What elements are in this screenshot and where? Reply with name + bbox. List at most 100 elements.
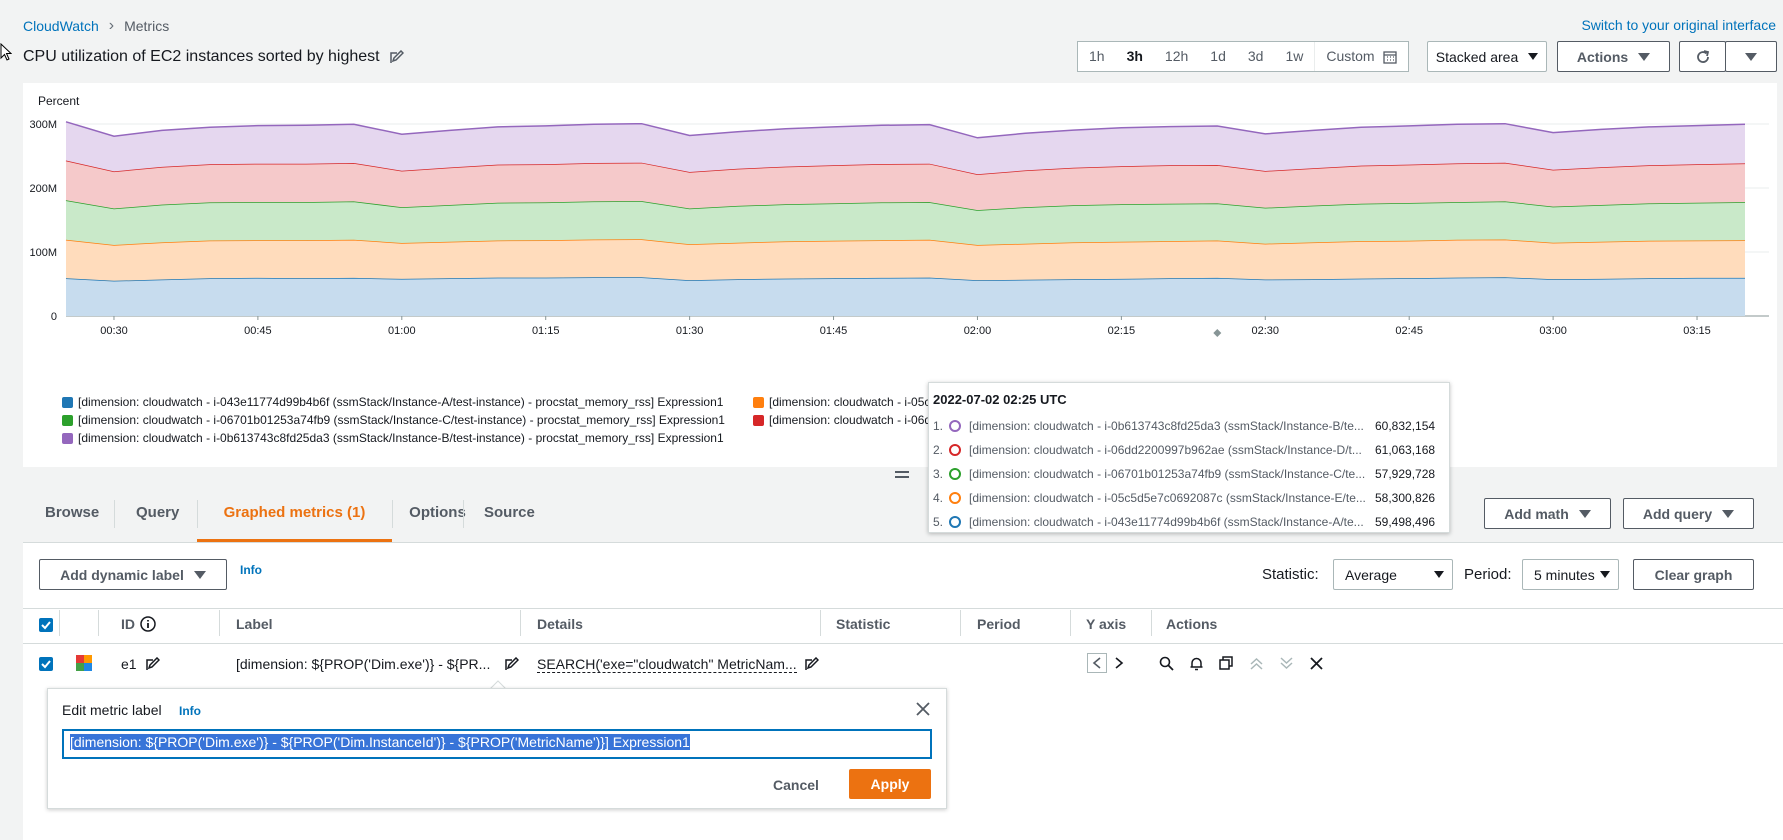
row-checkbox[interactable] [39, 657, 53, 671]
tab-query[interactable]: Query [136, 504, 180, 521]
tooltip-row-label: [dimension: cloudwatch - i-06dd2200997b9… [969, 443, 1362, 457]
caret-down-icon [1638, 52, 1651, 61]
row-details[interactable]: SEARCH('exe="cloudwatch" MetricNam... [537, 656, 797, 673]
time-custom[interactable]: Custom [1314, 42, 1407, 71]
column-separator [520, 610, 521, 636]
period-label: Period: [1464, 566, 1512, 583]
legend-item[interactable]: [dimension: cloudwatch - i-0b613743c8fd2… [62, 431, 724, 445]
move-down-icon[interactable] [1278, 655, 1294, 671]
legend-item[interactable]: [dimension: cloudwatch - i-043e11774d99b… [62, 395, 723, 409]
breadcrumb: CloudWatch › Metrics [23, 17, 169, 35]
x-tick-label: 01:30 [676, 325, 704, 337]
col-header-id: ID [121, 616, 156, 632]
y-axis-left-button[interactable] [1087, 653, 1107, 673]
remove-icon[interactable] [1308, 655, 1324, 671]
legend-swatch [62, 396, 73, 408]
view-type-select[interactable]: Stacked area [1427, 41, 1547, 72]
actions-button[interactable]: Actions [1557, 41, 1670, 72]
row-id[interactable]: e1 [121, 656, 137, 672]
chart-panel: Percent 0 100M 200M 300M 00:30 00:45 01:00 01:15… [23, 83, 1777, 467]
refresh-options-button[interactable] [1725, 41, 1777, 72]
y-tick-label: 0 [51, 311, 57, 323]
info-circle-icon[interactable] [140, 616, 156, 632]
cancel-button[interactable]: Cancel [773, 777, 819, 793]
apply-button[interactable]: Apply [849, 769, 931, 799]
tooltip-row-num: 2. [933, 443, 944, 457]
check-icon [41, 660, 51, 669]
statistic-select[interactable]: Average [1333, 559, 1453, 590]
tooltip-row: 5. [dimension: cloudwatch - i-043e11774d9… [933, 515, 1435, 529]
switch-interface-link[interactable]: Switch to your original interface [1581, 17, 1776, 33]
line-series-5 [65, 121, 1746, 139]
edit-icon[interactable] [389, 50, 404, 64]
move-up-icon[interactable] [1248, 655, 1264, 671]
col-header-actions: Actions [1166, 616, 1218, 632]
circle-icon [949, 468, 961, 480]
statistic-label: Statistic: [1262, 566, 1319, 583]
time-3d[interactable]: 3d [1247, 48, 1264, 64]
add-dynamic-label-button[interactable]: Add dynamic label [39, 559, 227, 590]
x-tick-label: 00:45 [244, 325, 272, 337]
tab-divider [197, 500, 198, 528]
edit-icon[interactable] [505, 657, 519, 671]
column-separator [59, 610, 60, 636]
x-tick-label: 01:00 [388, 325, 416, 337]
tooltip-row-num: 1. [933, 419, 944, 433]
table-divider [23, 643, 1783, 644]
time-1d[interactable]: 1d [1210, 48, 1226, 64]
caret-down-icon [193, 570, 206, 579]
legend-item[interactable]: [dimension: cloudwatch - i-06701b01253a7… [62, 413, 725, 427]
add-math-button[interactable]: Add math [1484, 498, 1611, 529]
popover-info-link[interactable]: Info [179, 704, 201, 718]
edit-icon[interactable] [146, 657, 160, 671]
x-tick-label: 02:15 [1108, 325, 1136, 337]
calendar-icon [1382, 50, 1397, 64]
tooltip-row: 3. [dimension: cloudwatch - i-06701b01253… [933, 467, 1435, 481]
time-1h[interactable]: 1h [1089, 48, 1105, 64]
period-select[interactable]: 5 minutes [1522, 559, 1619, 590]
area-series-4 [66, 160, 1745, 211]
y-axis-right-button[interactable] [1111, 655, 1127, 671]
row-label[interactable]: [dimension: ${PROP('Dim.exe')} - ${PR... [236, 656, 491, 672]
column-separator [1151, 610, 1152, 636]
chart-tooltip: 2022-07-02 02:25 UTC 1. [dimension: cloud… [928, 382, 1450, 533]
line-series-4 [65, 159, 1746, 175]
time-3h[interactable]: 3h [1126, 48, 1143, 64]
col-header-details: Details [537, 616, 583, 632]
x-tick-label: 01:45 [820, 325, 848, 337]
table-divider [23, 608, 1783, 609]
statistic-value: Average [1345, 566, 1397, 583]
alarm-bell-icon[interactable] [1188, 655, 1204, 671]
tab-options[interactable]: Options [409, 504, 466, 521]
stacked-area-chart[interactable]: Percent 0 100M 200M 300M 00:30 00:45 01:00 01:15… [23, 83, 1777, 383]
add-query-button[interactable]: Add query [1623, 498, 1754, 529]
add-math-label: Add math [1504, 505, 1569, 522]
circle-icon [949, 492, 961, 504]
time-1w[interactable]: 1w [1285, 48, 1304, 64]
area-series-2 [66, 239, 1745, 281]
breadcrumb-cloudwatch[interactable]: CloudWatch [23, 18, 99, 34]
breadcrumb-current: Metrics [124, 18, 170, 34]
select-all-checkbox[interactable] [39, 618, 53, 632]
clear-graph-button[interactable]: Clear graph [1633, 559, 1754, 590]
circle-icon [949, 516, 961, 528]
tab-source[interactable]: Source [484, 504, 535, 521]
duplicate-icon[interactable] [1218, 655, 1234, 671]
refresh-button[interactable] [1679, 41, 1726, 72]
edit-icon[interactable] [805, 657, 819, 671]
resize-handle[interactable] [895, 471, 909, 478]
time-12h[interactable]: 12h [1164, 48, 1189, 64]
chevron-right-icon [1115, 657, 1124, 669]
chevron-left-icon [1092, 657, 1101, 669]
legend-label: [dimension: cloudwatch - i-0b613743c8fd2… [78, 431, 724, 445]
color-palette-icon[interactable] [76, 655, 92, 671]
info-link[interactable]: Info [240, 563, 262, 577]
tab-browse[interactable]: Browse [45, 504, 100, 521]
caret-down-icon [1745, 52, 1757, 61]
y-tick-label: 200M [29, 183, 57, 195]
clear-graph-label: Clear graph [1654, 566, 1733, 583]
close-icon[interactable] [916, 702, 930, 716]
tab-graphed-metrics[interactable]: Graphed metrics (1) [197, 486, 392, 542]
search-icon[interactable] [1158, 655, 1174, 671]
metric-label-input[interactable]: [dimension: ${PROP('Dim.exe')} - ${PROP(… [62, 729, 932, 759]
